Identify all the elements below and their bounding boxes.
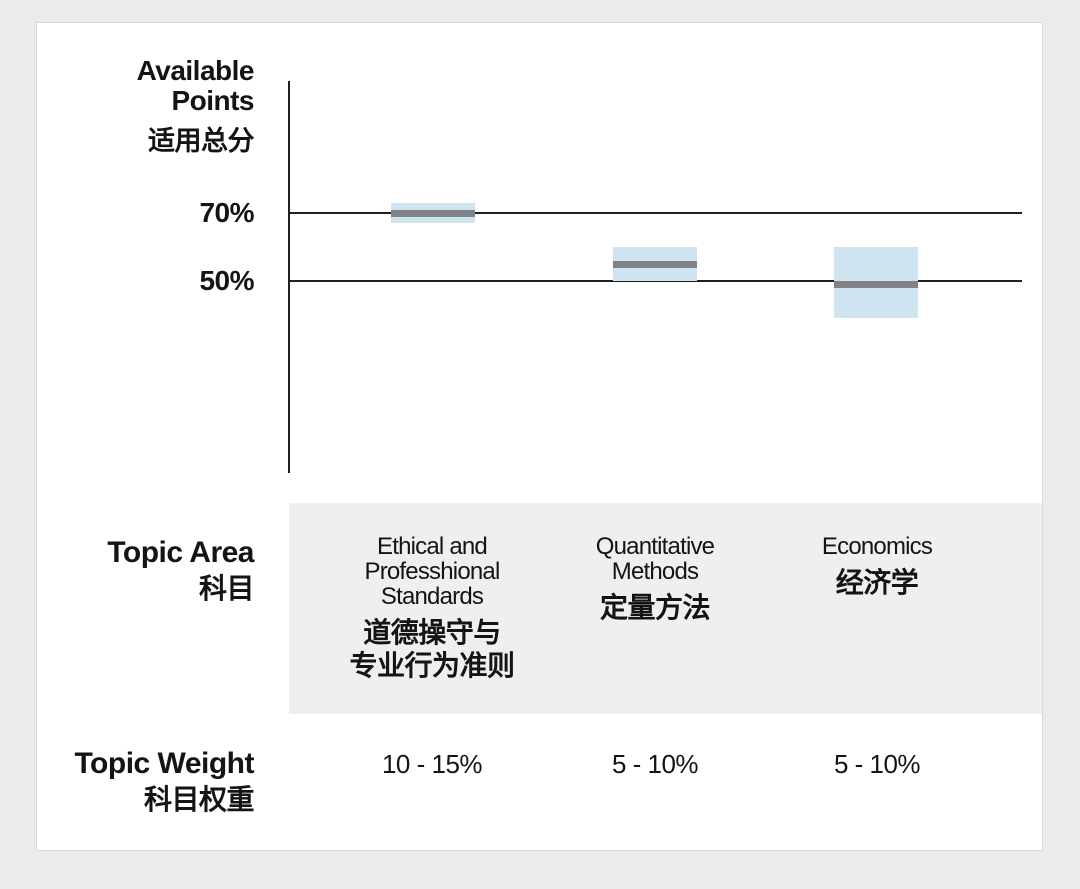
topic-area-label-zh: 科目 xyxy=(198,573,255,604)
topic-area-band xyxy=(289,503,1042,714)
topic-name-line: Quantitative xyxy=(595,533,715,560)
median-line xyxy=(390,209,475,217)
topic-weight-label-zh: 科目权重 xyxy=(143,784,255,815)
topic-area-row-label: Topic Area 科目 xyxy=(37,536,254,604)
topic-name-line: Ethical and xyxy=(377,533,488,560)
topic-name-zh: 定量方法 xyxy=(599,592,711,623)
median-line xyxy=(834,280,918,288)
chart-card: Available Points 适用总分 70% 50% Topic Area… xyxy=(36,22,1043,851)
topic-name-zh: 道德操守与 专业行为准则 xyxy=(312,616,552,682)
topic-name-line: Economics xyxy=(821,533,933,560)
y-axis-title: Available Points 适用总分 xyxy=(37,55,255,157)
topic-weight-value-ethical: 10 - 15% xyxy=(381,749,483,779)
topic-name-line: Methods xyxy=(611,558,699,585)
topic-name-zh: 经济学 xyxy=(835,567,919,598)
topic-area-label-en: Topic Area xyxy=(107,536,254,569)
y-axis-title-line1: Available xyxy=(136,55,255,86)
topic-column-economics: Economics 经济学 xyxy=(757,534,997,599)
median-line xyxy=(613,260,697,268)
y-tick-50: 50% xyxy=(199,265,254,296)
topic-weight-label-en: Topic Weight xyxy=(74,747,254,780)
topic-column-quantitative: Quantitative Methods 定量方法 xyxy=(535,534,775,624)
topic-weight-value-quantitative: 5 - 10% xyxy=(611,749,699,779)
topic-column-ethical: Ethical and Professhional Standards 道德操守… xyxy=(312,534,552,682)
topic-name-zh-line: 道德操守与 xyxy=(363,617,501,648)
y-tick-70: 70% xyxy=(199,197,254,228)
topic-weight-value-economics: 5 - 10% xyxy=(833,749,921,779)
y-axis-title-line2: Points xyxy=(171,85,254,116)
topic-name-zh-line: 专业行为准则 xyxy=(349,650,515,681)
gridline-50-percent xyxy=(289,280,1022,282)
topic-name-line: Standards xyxy=(380,583,484,610)
gridline-70-percent xyxy=(289,212,1022,214)
topic-weight-row-label: Topic Weight 科目权重 xyxy=(37,747,254,815)
y-axis-line xyxy=(288,81,290,473)
y-axis-title-zh: 适用总分 xyxy=(148,126,255,156)
topic-name-line: Professhional xyxy=(364,558,500,585)
